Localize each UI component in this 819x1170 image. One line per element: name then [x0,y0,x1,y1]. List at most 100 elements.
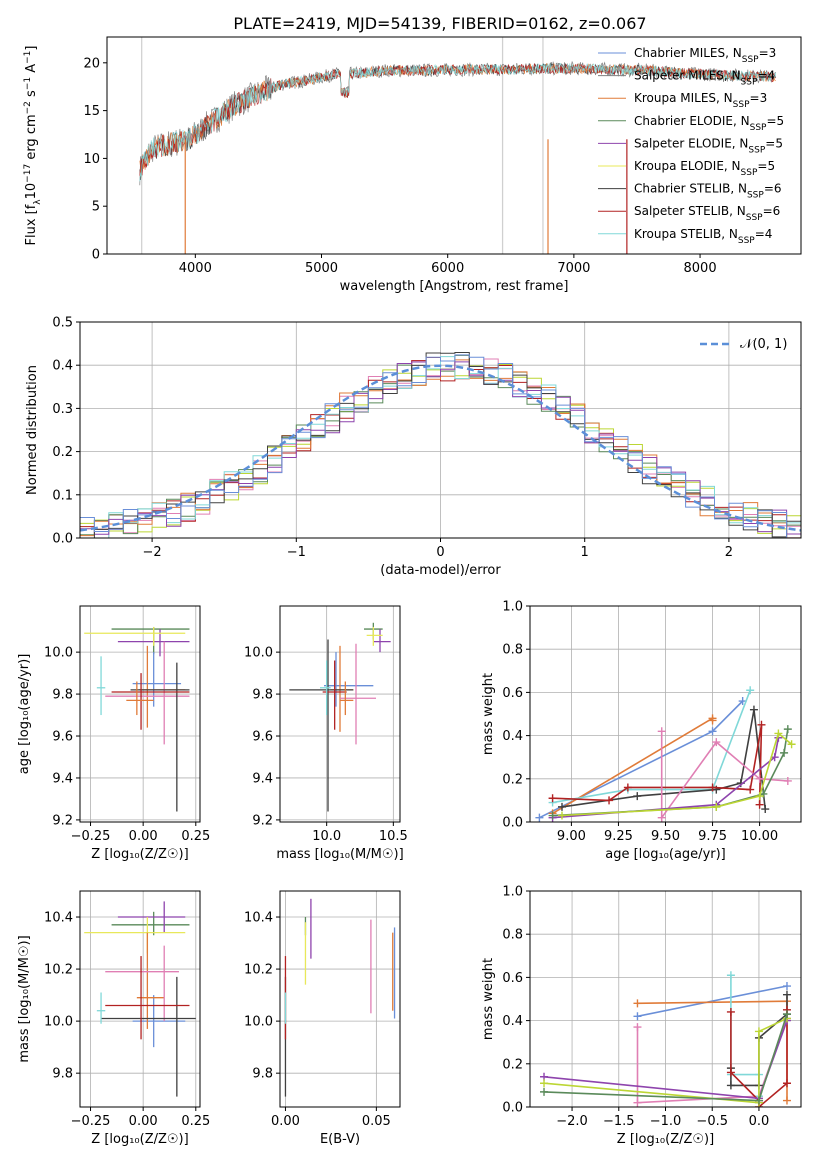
y-tick-label: 9.4 [252,771,273,786]
plot-area [280,891,400,1107]
axes-frame [279,605,401,823]
masked-region [542,37,544,254]
weight-marker [633,1023,642,1032]
weight-marker [746,686,755,695]
x-tick-label: 2 [725,545,733,560]
y-axis-label: mass weight [481,958,496,1040]
label-part: SSP [741,168,758,178]
legend-entry: Salpeter MILES, NSSP=4 [634,69,775,88]
plot-area [80,322,801,538]
panel-mass_weight_vs_age: 9.00 9.25 9.50 9.75 10.00 0.0 0.2 0.4 0.6 0.8 1.0 a… [481,600,802,862]
label-part: SSP [746,213,763,223]
x-axis-label: wavelength [Angstrom, rest frame] [340,279,569,294]
label-part: s [24,90,39,101]
y-tick-label: 9.2 [252,813,273,828]
y-axis-label: Flux [fλ10−17 erg cm−2 s−1 A−1] [23,46,43,246]
label-part: =3 [750,91,768,105]
y-tick-label: 0 [92,248,100,263]
weight-marker [761,805,770,814]
weight-marker [540,1079,549,1088]
y-tick-label: 9.2 [52,813,73,828]
label-part: SSP [748,145,765,155]
legend-entry: Chabrier STELIB, NSSP=6 [634,182,782,201]
weight-marker [708,716,717,725]
plot-area [530,891,801,1107]
legend-entry: Chabrier MILES, NSSP=3 [634,46,776,65]
histogram-salpeter_elodie [80,361,801,535]
axes-frame [106,36,802,255]
weight-marker [557,802,566,811]
weight-marker [657,813,666,822]
label-part: =3 [759,46,777,60]
x-axis-label: Z [log₁₀(Z/Z☉)] [617,1132,714,1147]
y-tick-label: 0.0 [502,1101,523,1116]
y-axis-label: age [log₁₀(age/yr)] [17,654,32,775]
x-tick-label: 10.00 [741,829,778,844]
axes-frame [529,890,802,1108]
label-part: 10 [24,183,39,200]
x-tick-label: −0.5 [696,1114,728,1129]
x-tick-label: −0.25 [71,1114,111,1129]
weight-marker [712,738,721,747]
weight-marker [755,800,764,809]
x-tick-label: 0.25 [181,1114,210,1129]
weight-marker [746,785,755,794]
y-tick-label: 10.0 [44,1015,73,1030]
panel-mass_weight_vs_Z: −2.0 −1.5 −1.0 −0.5 0.0 0.0 0.2 0.4 0.6 0.8 1.0 Z [… [481,885,802,1147]
histogram-kroupa_miles [80,359,801,538]
weight-marker [633,1012,642,1021]
weight-marker [782,982,791,991]
y-tick-label: 0.0 [52,532,73,547]
weight-marker [783,725,792,734]
y-tick-label: 0.0 [502,816,523,831]
label-part: Chabrier ELODIE, N [634,114,750,128]
x-tick-label: −1.0 [650,1114,682,1129]
weight-marker [708,783,717,792]
weight-marker [754,1096,763,1105]
x-tick-label: 6000 [431,261,464,276]
weight-marker [726,1081,735,1090]
y-tick-label: 10.2 [44,963,73,978]
x-axis-label: (data-model)/error [380,563,501,578]
label-part: Salpeter ELODIE, N [634,136,748,150]
weight-line [552,689,751,804]
y-tick-label: 10.4 [44,911,73,926]
y-tick-label: 10.0 [44,646,73,661]
x-tick-label: 0 [436,545,444,560]
y-tick-label: 0.4 [52,359,73,374]
x-tick-label: −2 [143,545,162,560]
weight-marker [726,1007,735,1016]
label-part: ] [24,46,39,51]
histogram-chabrier_miles [80,354,801,538]
weight-marker [787,740,796,749]
label-part: Flux [f [24,204,39,245]
y-tick-label: 0.3 [52,402,73,417]
weight-marker [726,1068,735,1077]
label-part: SSP [742,55,759,65]
weight-line [561,709,766,810]
weight-marker [774,729,783,738]
y-tick-label: 1.0 [502,600,523,615]
label-part: SSP [738,236,755,246]
x-tick-label: 0.00 [271,1114,300,1129]
x-tick-label: 9.75 [698,829,727,844]
axes-frame [529,605,802,823]
x-tick-label: −2.0 [556,1114,588,1129]
y-tick-label: 0.8 [502,928,523,943]
label-part: −1 [23,51,33,64]
label-part: =6 [764,182,782,196]
weight-marker [780,748,789,757]
y-tick-label: 20 [83,56,100,71]
y-axis-label: Normed distribution [25,365,40,495]
x-axis-label: mass [log₁₀(M/M☉)] [276,847,403,862]
label-part: Kroupa STELIB, N [634,227,738,241]
y-tick-label: 0.8 [502,643,523,658]
weight-marker [782,1079,791,1088]
x-tick-label: −0.25 [71,829,111,844]
y-tick-label: 0.4 [502,1014,523,1029]
masked-region [141,37,143,254]
label-part: =4 [755,227,773,241]
x-tick-label: 10.5 [379,829,408,844]
